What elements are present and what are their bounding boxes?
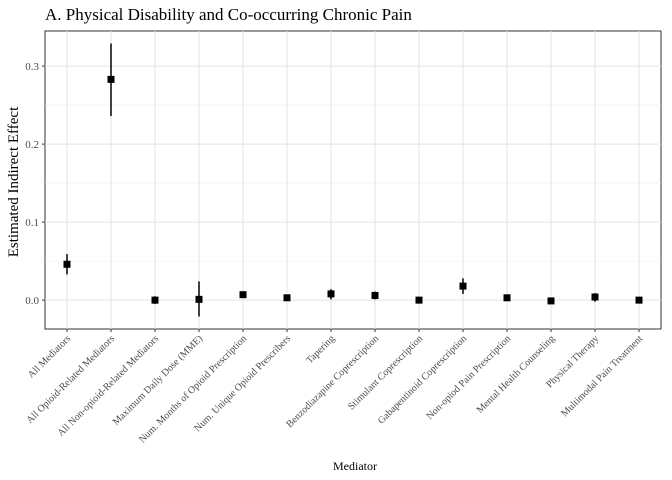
y-axis-ticks: 0.0 0.1 0.2 0.3 xyxy=(25,61,45,307)
x-tick-label: Non-opiod Pain Prescription xyxy=(424,333,513,422)
grid-lines xyxy=(45,31,661,329)
estimate-point xyxy=(195,295,203,303)
x-tick-label: Num. Unique Opioid Prescribers xyxy=(192,333,293,434)
estimate-point xyxy=(151,296,159,304)
x-tick-label: Multimodal Pain Treatment xyxy=(559,333,645,419)
x-tick-label: Stimulant Coprescription xyxy=(346,333,425,412)
estimate-point xyxy=(591,293,599,301)
estimate-point xyxy=(63,260,71,268)
estimate-point xyxy=(635,296,643,304)
estimate-point xyxy=(415,296,423,304)
plot-panel xyxy=(44,30,662,330)
y-tick-label: 0.2 xyxy=(25,139,39,151)
y-tick-label: 0.3 xyxy=(25,61,39,73)
estimate-point xyxy=(239,291,247,299)
x-tick-label: Benzodiazapine Coprescription xyxy=(284,333,381,430)
data-marks xyxy=(63,43,643,317)
x-tick-label: All Opioid-Related Mediators xyxy=(25,333,118,426)
x-axis-title: Mediator xyxy=(333,459,377,473)
chart-title: A. Physical Disability and Co-occurring … xyxy=(45,5,412,24)
y-axis-title: Estimated Indirect Effect xyxy=(6,106,22,257)
x-tick-label: Mental Health Counseling xyxy=(475,333,557,415)
y-tick-label: 0.1 xyxy=(25,217,39,229)
estimate-point xyxy=(107,75,115,83)
y-tick-label: 0.0 xyxy=(25,295,39,307)
x-tick-label: Gabapentinoid Coprescription xyxy=(376,333,469,426)
estimate-point xyxy=(459,282,467,290)
x-tick-label: All Mediators xyxy=(26,333,73,380)
estimate-point xyxy=(283,294,291,302)
estimate-point xyxy=(327,290,335,298)
x-tick-label: Maximum Daily Dose (MME) xyxy=(111,333,205,427)
estimate-point xyxy=(371,291,379,299)
x-tick-label: Tapering xyxy=(304,333,337,366)
estimate-point xyxy=(503,294,511,302)
estimate-point xyxy=(547,297,555,305)
